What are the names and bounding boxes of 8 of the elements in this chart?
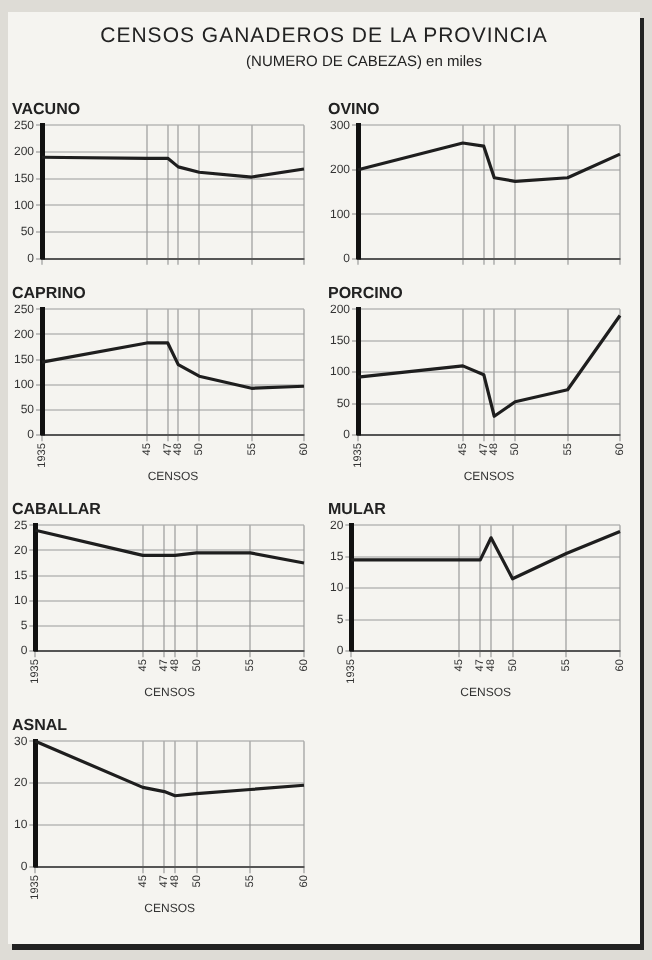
chart-title: ASNAL [12,716,68,735]
chart-title: VACUNO [12,100,81,119]
text: CENSOS GANADEROS DE LA PROVINCIA [98,24,550,48]
chart-title: MULAR [328,500,387,519]
chart-title: CABALLAR [12,500,102,519]
chart-title: CAPRINO [12,284,86,303]
chart-title: PORCINO [328,284,403,303]
chart-title: OVINO [328,100,380,119]
